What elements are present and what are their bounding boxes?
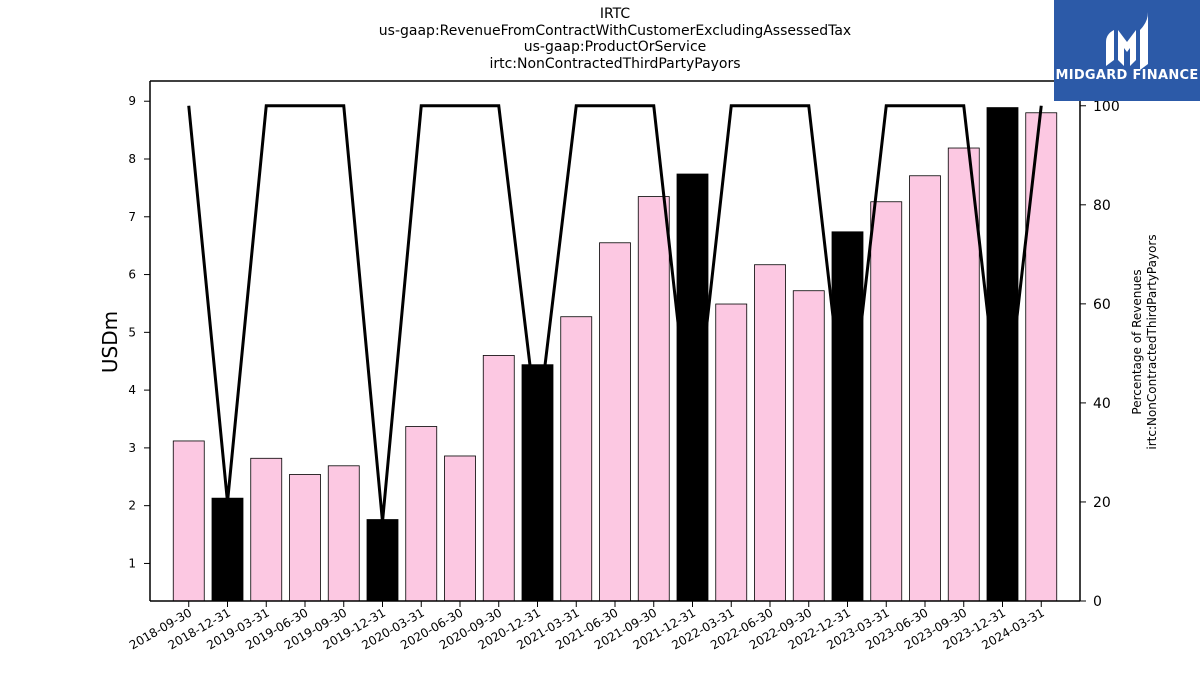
- bar-2018-09-30: [172, 440, 205, 602]
- y-tick-label-left: 8: [128, 152, 136, 166]
- brand-logo: MIDGARD FINANCE: [1054, 0, 1200, 101]
- bar-2021-03-31: [560, 316, 593, 602]
- midgard-logo-icon: [1106, 12, 1148, 70]
- bar-2023-03-31: [870, 201, 903, 602]
- bar-2020-06-30: [444, 455, 476, 602]
- y-axis-label-right: Percentage of Revenues irtc:NonContracte…: [1130, 234, 1160, 449]
- bar-2021-09-30: [637, 196, 670, 602]
- y-axis-label-left: USDm: [98, 310, 122, 374]
- bar-2018-12-31: [211, 497, 244, 602]
- bar-2021-12-31: [676, 173, 709, 602]
- y-tick-label-right: 100: [1093, 99, 1120, 115]
- y-tick-label-left: 9: [128, 94, 136, 108]
- y-tick-label-left: 7: [128, 210, 136, 224]
- y-axis-label-right-line-2: irtc:NonContractedThirdPartyPayors: [1145, 234, 1159, 450]
- brand-name: MIDGARD FINANCE: [1055, 68, 1199, 83]
- y-tick-label-left: 5: [128, 325, 136, 339]
- bar-2022-09-30: [792, 290, 825, 602]
- chart-title-line-2: us-gaap:RevenueFromContractWithCustomerE…: [378, 22, 852, 39]
- chart-title-line-4: irtc:NonContractedThirdPartyPayors: [489, 55, 741, 72]
- bar-2019-09-30: [327, 465, 360, 602]
- y-tick-label-right: 60: [1093, 297, 1111, 313]
- bar-2020-09-30: [482, 355, 515, 602]
- bar-2023-09-30: [947, 147, 980, 602]
- y-tick-label-left: 1: [128, 556, 136, 570]
- y-tick-label-left: 2: [128, 499, 136, 513]
- bar-2020-03-31: [405, 426, 438, 602]
- bar-2022-12-31: [831, 231, 864, 602]
- bar-2019-12-31: [366, 519, 399, 602]
- y-tick-label-right: 80: [1093, 198, 1111, 214]
- y-tick-label-right: 40: [1093, 396, 1111, 412]
- chart-title-line-1: IRTC: [599, 6, 631, 22]
- y-tick-label-right: 0: [1093, 594, 1102, 610]
- chart-title: IRTC us-gaap:RevenueFromContractWithCust…: [150, 6, 1080, 72]
- y-tick-label-left: 6: [128, 268, 136, 282]
- percentage-line: [187, 104, 1043, 522]
- bar-2022-03-31: [715, 303, 748, 602]
- bar-2021-06-30: [599, 242, 631, 602]
- bar-2020-12-31: [521, 364, 554, 602]
- bar-2024-03-31: [1025, 112, 1058, 602]
- y-tick-label-left: 4: [128, 383, 136, 397]
- bar-2019-06-30: [289, 474, 321, 602]
- chart-title-line-3: us-gaap:ProductOrService: [523, 39, 707, 55]
- y-axis-label-right-line-1: Percentage of Revenues: [1130, 269, 1144, 415]
- bar-2019-03-31: [250, 457, 283, 602]
- y-tick-label-right: 20: [1093, 495, 1111, 511]
- y-tick-label-left: 3: [128, 441, 136, 455]
- bar-2022-06-30: [754, 264, 786, 602]
- bar-2023-06-30: [909, 175, 941, 602]
